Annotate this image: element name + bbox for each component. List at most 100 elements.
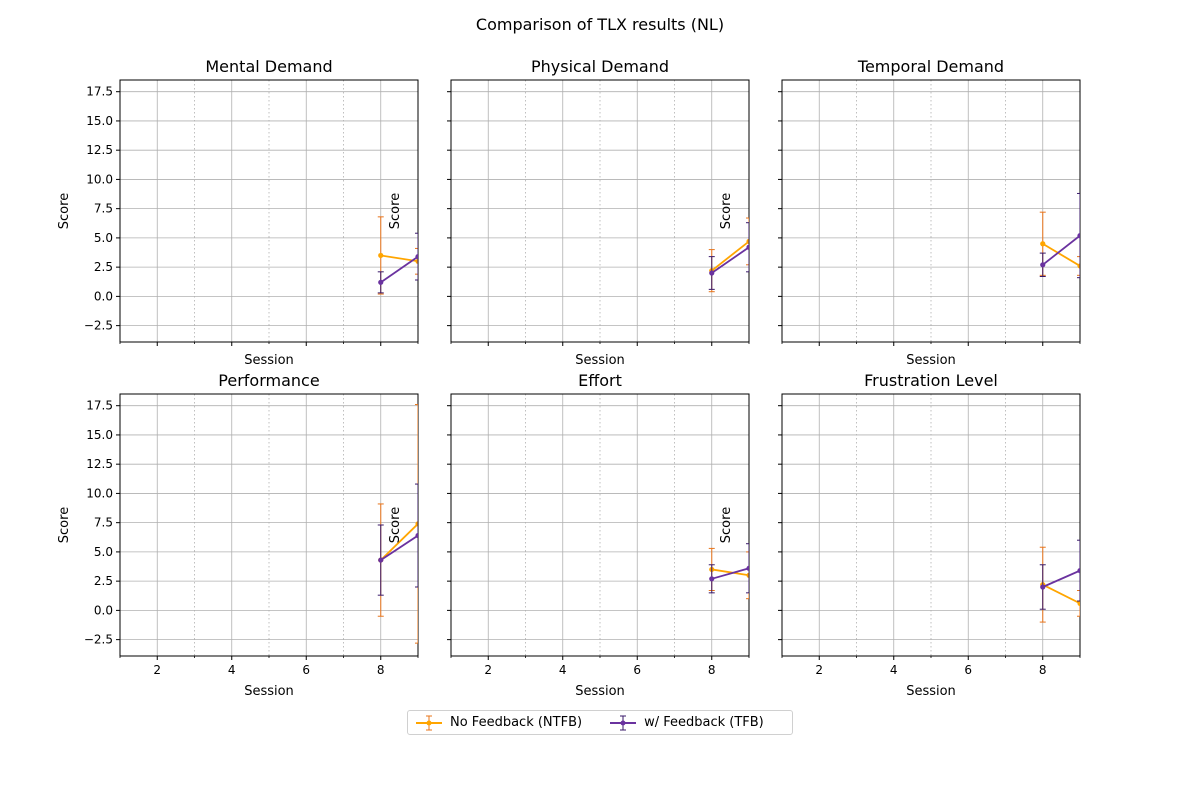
series-group [1039, 192, 1080, 279]
series-group [1039, 539, 1080, 623]
subplot-title: Mental Demand [205, 57, 332, 76]
legend-marker-ntfb [416, 715, 442, 730]
series-line-ntfb [1042, 583, 1080, 605]
data-point-ntfb [746, 572, 749, 578]
x-tick-label: 6 [633, 663, 641, 677]
legend: No Feedback (NTFB) w/ Feedback (TFB) [407, 710, 793, 735]
subplot-grid: −2.50.02.55.07.510.012.515.017.5SessionS… [57, 57, 1081, 699]
series-group [377, 404, 418, 644]
legend-item-tfb: w/ Feedback (TFB) [610, 715, 764, 731]
x-tick-label: 4 [559, 663, 567, 677]
plot-area [782, 394, 1080, 656]
y-tick-label: 5.0 [94, 545, 113, 559]
x-tick-label: 2 [153, 663, 161, 677]
y-axis-label: Score [388, 507, 403, 543]
x-axis-label: Session [244, 353, 294, 368]
subplot-title: Physical Demand [531, 57, 669, 76]
plot-area [451, 394, 749, 656]
x-axis-label: Session [906, 353, 956, 368]
subplot-3: −2.5 0.0 2.5 5.0 7.5 10.0 12.5 15.0 17.5 2 4 6 8 Sess… [57, 371, 419, 699]
series-line-tfb [1042, 234, 1080, 266]
x-tick-label: 2 [815, 663, 823, 677]
x-tick-label: 6 [302, 663, 310, 677]
subplot-2: Session Score Temporal Demand [719, 57, 1081, 368]
plot-area [782, 80, 1080, 342]
y-tick-label: 15.0 [86, 114, 113, 128]
series-line-tfb [711, 567, 749, 580]
series-line-tfb [380, 255, 418, 284]
x-axis-label: Session [906, 684, 956, 699]
x-axis-label: Session [575, 684, 625, 699]
y-tick-label: 2.5 [94, 574, 113, 588]
data-point-ntfb [746, 238, 749, 245]
legend-item-ntfb: No Feedback (NTFB) [416, 715, 582, 731]
legend-label-tfb: w/ Feedback (TFB) [644, 715, 764, 730]
y-tick-label: 10.0 [86, 486, 113, 500]
y-tick-label: 7.5 [94, 202, 113, 216]
series-line-ntfb [711, 240, 749, 272]
series-line-tfb [711, 246, 749, 274]
y-axis-label: Score [57, 193, 72, 229]
x-axis-label: Session [244, 684, 294, 699]
y-axis-label: Score [719, 193, 734, 229]
subplot-title: Temporal Demand [857, 57, 1004, 76]
y-tick-label: −2.5 [84, 319, 113, 333]
legend-marker-tfb [610, 715, 637, 730]
y-tick-label: 12.5 [86, 457, 113, 471]
data-point-tfb [1040, 262, 1046, 268]
subplot-title: Frustration Level [864, 371, 998, 390]
data-point-tfb [746, 565, 749, 571]
data-point-ntfb [415, 521, 418, 527]
data-point-tfb [709, 576, 715, 582]
series-line-ntfb [711, 568, 749, 577]
subplot-1: Session Score Physical Demand [388, 57, 750, 368]
x-axis-label: Session [575, 353, 625, 368]
y-tick-label: 10.0 [86, 172, 113, 186]
y-axis-label: Score [388, 193, 403, 229]
x-tick-label: 4 [228, 663, 236, 677]
data-point-tfb [415, 532, 418, 539]
subplot-0: −2.5 0.0 2.5 5.0 7.5 10.0 12.5 15.0 17.5 Session S… [57, 57, 419, 368]
series-group [377, 216, 418, 295]
y-tick-label: 12.5 [86, 143, 113, 157]
y-tick-label: 5.0 [94, 231, 113, 245]
data-point-ntfb [1077, 263, 1080, 269]
subplot-5: 2 4 6 8 Session Score Frustration Level [719, 371, 1081, 699]
plot-area [120, 394, 418, 656]
data-point-ntfb [1077, 600, 1080, 606]
y-axis-label: Score [719, 507, 734, 543]
data-point-tfb [378, 557, 384, 563]
legend-label-ntfb: No Feedback (NTFB) [450, 715, 583, 730]
x-tick-label: 6 [964, 663, 972, 677]
x-tick-label: 2 [484, 663, 492, 677]
data-point-tfb [746, 244, 749, 250]
series-line-tfb [380, 534, 418, 561]
y-tick-label: 15.0 [86, 428, 113, 442]
series-line-tfb [1042, 569, 1080, 588]
series-group [708, 543, 749, 600]
data-point-tfb [1040, 584, 1046, 590]
data-point-tfb [709, 270, 715, 276]
x-tick-label: 8 [1039, 663, 1047, 677]
data-point-tfb [1077, 568, 1080, 574]
plot-area [451, 80, 749, 342]
data-point-ntfb [378, 252, 384, 259]
x-tick-label: 8 [377, 663, 385, 677]
series-line-ntfb [1042, 242, 1080, 267]
data-point-tfb [1077, 232, 1080, 239]
subplot-title: Effort [578, 371, 622, 390]
y-tick-label: 0.0 [94, 603, 113, 617]
subplot-title: Performance [218, 371, 319, 390]
subplot-4: 2 4 6 8 Session Score Effort [388, 371, 750, 699]
y-tick-label: 7.5 [94, 516, 113, 530]
y-tick-label: 2.5 [94, 260, 113, 274]
y-tick-label: 17.5 [86, 399, 113, 413]
y-tick-label: 0.0 [94, 289, 113, 303]
figure-title: Comparison of TLX results (NL) [476, 15, 724, 34]
data-point-tfb [378, 279, 384, 285]
data-point-ntfb [1040, 241, 1046, 247]
x-tick-label: 4 [890, 663, 898, 677]
y-axis-label: Score [57, 507, 72, 543]
y-tick-label: −2.5 [84, 633, 113, 647]
